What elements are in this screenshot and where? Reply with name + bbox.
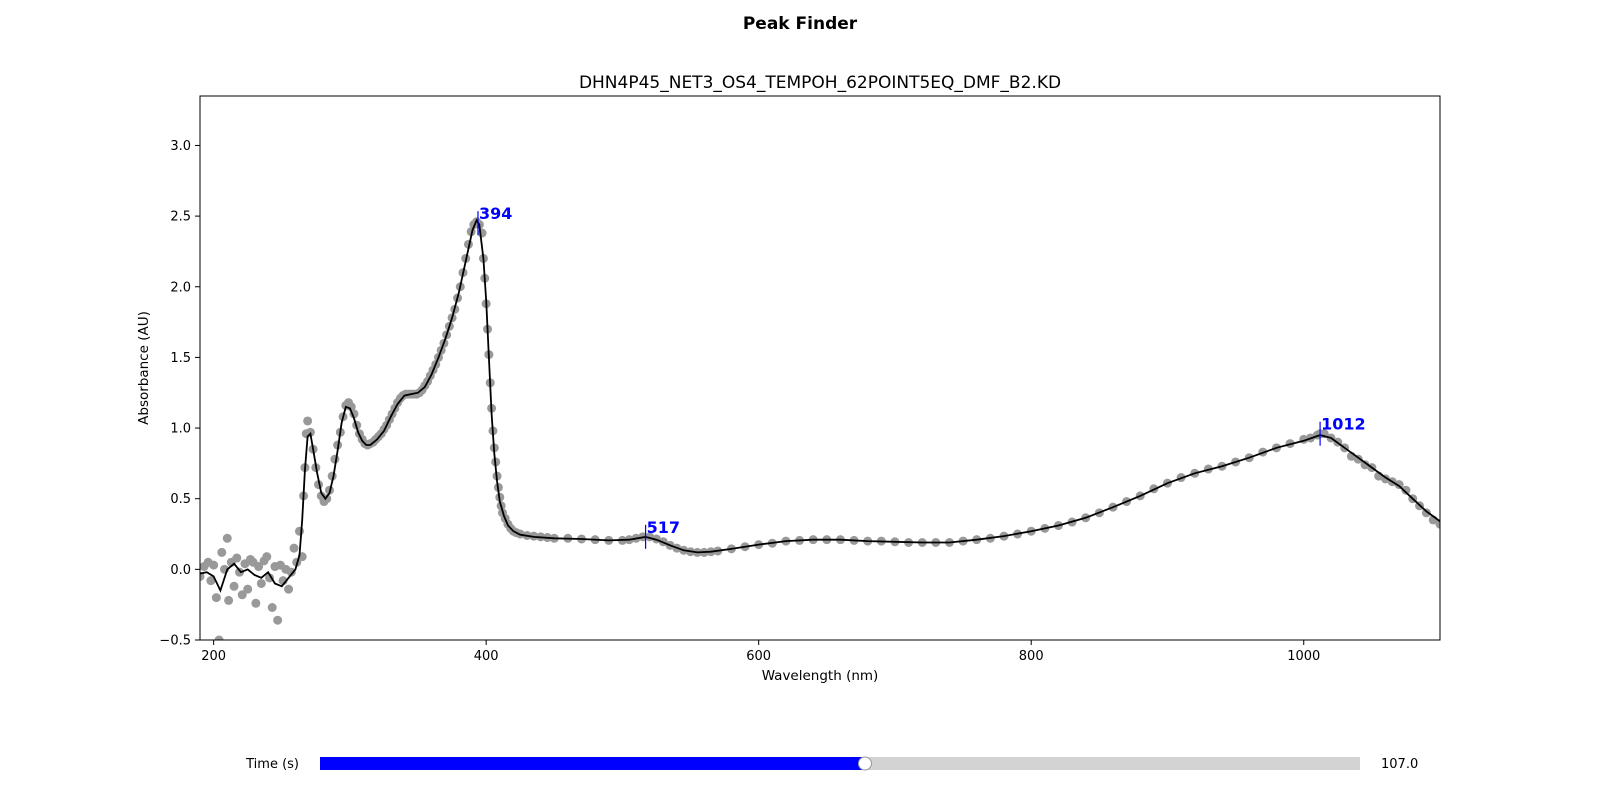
y-axis: −0.5 0.0 0.5 1.0 1.5 2.0 2.5 3.0 bbox=[159, 139, 200, 649]
scatter-point bbox=[254, 562, 264, 572]
scatter-point bbox=[303, 416, 313, 426]
y-tick-label: 3.0 bbox=[170, 139, 191, 154]
smoothed-line bbox=[200, 218, 1440, 593]
scatter-point bbox=[1421, 508, 1431, 518]
y-tick-label: −0.5 bbox=[159, 634, 191, 649]
scatter-point bbox=[222, 533, 232, 543]
scatter-point bbox=[346, 402, 356, 412]
time-slider[interactable]: Time (s) 107.0 bbox=[245, 756, 1418, 772]
scatter-point bbox=[224, 595, 234, 605]
y-tick-label: 0.0 bbox=[170, 563, 191, 578]
scatter-point bbox=[305, 427, 315, 437]
scatter-point bbox=[232, 553, 242, 563]
x-tick-label: 800 bbox=[1019, 649, 1044, 664]
scatter-point bbox=[229, 581, 239, 591]
slider-value: 107.0 bbox=[1381, 757, 1418, 772]
scatter-point bbox=[243, 584, 253, 594]
chart-title: DHN4P45_NET3_OS4_TEMPOH_62POINT5EQ_DMF_B… bbox=[579, 73, 1061, 93]
peak-label: 394 bbox=[479, 204, 512, 223]
scatter-point bbox=[214, 635, 224, 640]
scatter-point bbox=[264, 573, 274, 583]
scatter-point bbox=[477, 228, 487, 238]
scatter-point bbox=[289, 543, 299, 553]
slider-label: Time (s) bbox=[245, 757, 299, 772]
scatter-point bbox=[206, 576, 216, 586]
y-tick-label: 2.5 bbox=[170, 210, 191, 225]
x-axis: 200 400 600 800 1000 bbox=[201, 640, 1320, 664]
scatter-point bbox=[1435, 519, 1440, 529]
scatter-point bbox=[267, 603, 277, 613]
peak-markers: 394 517 1012 bbox=[477, 204, 1366, 549]
scatter-point bbox=[284, 584, 294, 594]
x-tick-label: 1000 bbox=[1287, 649, 1320, 664]
plot-frame bbox=[199, 95, 1441, 641]
scatter-point bbox=[217, 547, 227, 557]
scatter-point bbox=[211, 593, 221, 603]
x-tick-label: 400 bbox=[474, 649, 499, 664]
x-axis-label: Wavelength (nm) bbox=[762, 668, 879, 684]
y-tick-label: 0.5 bbox=[170, 492, 191, 507]
scatter-point bbox=[262, 552, 272, 562]
peak-label: 1012 bbox=[1321, 415, 1366, 434]
slider-handle[interactable] bbox=[857, 756, 872, 771]
slider-fill bbox=[320, 757, 865, 770]
scatter-point bbox=[1394, 480, 1404, 490]
scatter-point bbox=[256, 578, 266, 588]
scatter-point bbox=[235, 567, 245, 577]
y-axis-label: Absorbance (AU) bbox=[136, 311, 152, 425]
scatter-point bbox=[237, 590, 247, 600]
y-tick-label: 2.0 bbox=[170, 280, 191, 295]
scatter-point bbox=[209, 560, 219, 570]
scatter-point bbox=[1360, 460, 1370, 470]
x-tick-label: 600 bbox=[746, 649, 771, 664]
peak-label: 517 bbox=[647, 518, 680, 537]
scatter-point bbox=[294, 526, 304, 536]
scatter-point bbox=[273, 615, 283, 625]
plot-content bbox=[200, 217, 1440, 640]
scatter-point bbox=[286, 567, 296, 577]
scatter-point bbox=[251, 598, 261, 608]
y-tick-label: 1.5 bbox=[170, 351, 191, 366]
scatter-point bbox=[1401, 485, 1411, 495]
x-tick-label: 200 bbox=[201, 649, 226, 664]
y-tick-label: 1.0 bbox=[170, 422, 191, 437]
figure-suptitle: Peak Finder bbox=[743, 14, 858, 34]
